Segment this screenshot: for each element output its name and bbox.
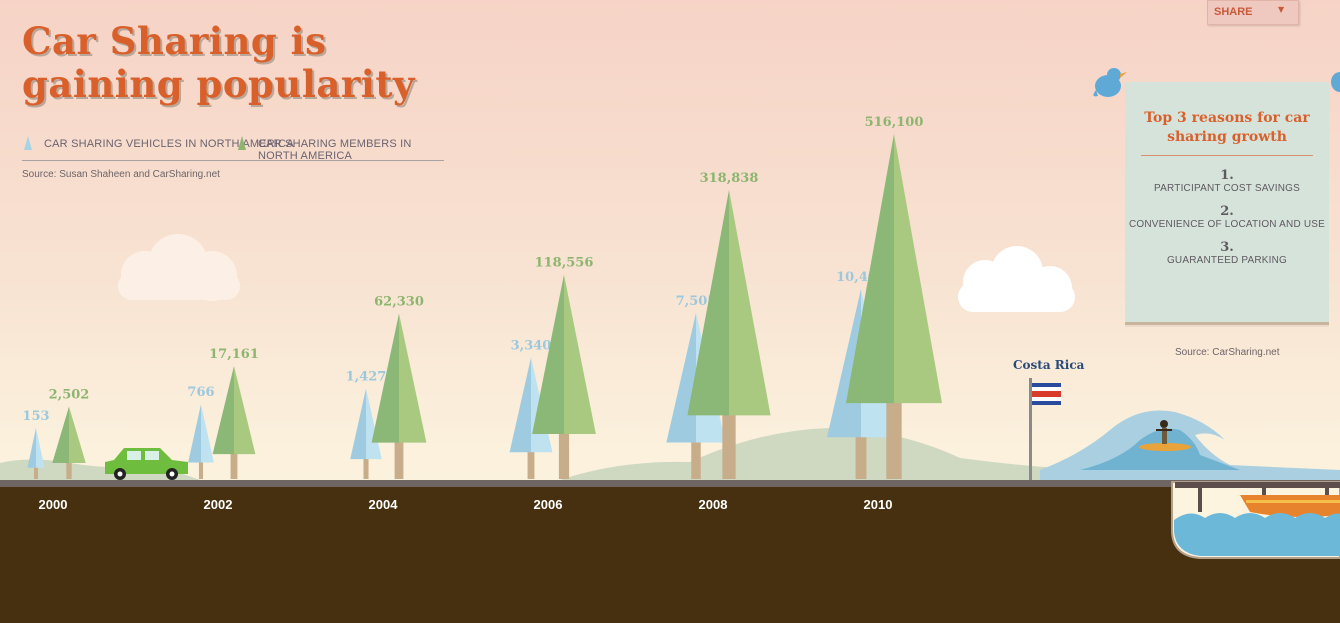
- cloud-icon: [958, 246, 1075, 312]
- vehicles-legend-swatch: [24, 136, 32, 150]
- value-label: 318,838: [700, 171, 759, 186]
- page-title: Car Sharing is gaining popularity: [22, 19, 416, 106]
- tree-trunk: [394, 440, 404, 479]
- chart-marks: 1537661,4273,3407,50510,4052,50217,16162…: [22, 115, 942, 512]
- source-right: Source: CarSharing.net: [1175, 347, 1280, 358]
- tree-mark-left: [509, 357, 531, 453]
- tree-mark-right: [234, 365, 256, 455]
- source-left: Source: Susan Shaheen and CarSharing.net: [22, 169, 220, 180]
- ground: [0, 487, 1340, 623]
- share-button[interactable]: SHARE ▼: [1207, 0, 1299, 25]
- reasons-panel: Top 3 reasons for car sharing growth 1. …: [1125, 82, 1329, 325]
- tree-trunk: [722, 413, 736, 479]
- surfer-icon: [1139, 420, 1191, 451]
- value-label: 17,161: [209, 347, 259, 362]
- share-label: SHARE: [1214, 6, 1253, 18]
- cloud-icon: [118, 234, 240, 301]
- tree-mark-left: [687, 189, 729, 416]
- tree-trunk: [886, 401, 902, 479]
- x-tick-label: 2004: [369, 497, 399, 512]
- tree-mark-right: [201, 404, 214, 463]
- bird-icon: [1331, 72, 1340, 92]
- tree-mark-left: [532, 274, 564, 435]
- road: [0, 480, 1340, 487]
- members-legend-swatch: [238, 136, 246, 150]
- chevron-down-icon: ▼: [1278, 5, 1285, 14]
- x-tick-label: 2006: [534, 497, 563, 512]
- reason-text: GUARANTEED PARKING: [1166, 255, 1288, 266]
- value-label: 516,100: [865, 115, 924, 130]
- tree-mark-right: [36, 427, 45, 468]
- value-label: 2,502: [49, 387, 90, 402]
- flag-label: Costa Rica: [1013, 358, 1085, 372]
- tree-mark-right: [366, 388, 382, 460]
- tree-trunk: [691, 440, 701, 479]
- tree-mark-left: [371, 313, 399, 443]
- reason-number: 2.: [1220, 204, 1234, 219]
- members-legend-label: CAR SHARING MEMBERS IN NORTH AMERICA: [258, 138, 412, 162]
- tree-trunk: [363, 457, 369, 479]
- tree-mark-right: [564, 274, 596, 435]
- tree-mark-left: [52, 406, 69, 464]
- car-icon: [105, 448, 188, 480]
- tree-trunk: [66, 461, 72, 479]
- boat-icon: [1171, 481, 1340, 559]
- vehicles-legend-label: CAR SHARING VEHICLES IN NORTH AMERICA: [44, 138, 294, 150]
- reason-text: CONVENIENCE OF LOCATION AND USE: [1128, 219, 1326, 230]
- tree-trunk: [34, 465, 38, 479]
- tree-mark-left: [846, 134, 894, 404]
- panel-title: Top 3 reasons for car sharing growth: [1141, 109, 1313, 156]
- x-tick-label: 2002: [204, 497, 233, 512]
- value-label: 62,330: [374, 294, 424, 309]
- tree-trunk: [230, 452, 238, 479]
- tree-mark-left: [27, 427, 36, 468]
- chart-legend: CAR SHARING VEHICLES IN NORTH AMERICA CA…: [22, 134, 444, 162]
- value-label: 3,340: [511, 338, 552, 353]
- reason-number: 3.: [1220, 240, 1234, 255]
- flag-icon: [1029, 378, 1061, 480]
- value-label: 766: [187, 385, 214, 400]
- tree-trunk: [855, 435, 867, 479]
- x-tick-label: 2000: [39, 497, 68, 512]
- value-label: 153: [22, 409, 49, 424]
- tree-trunk: [558, 432, 570, 479]
- value-label: 118,556: [535, 256, 594, 271]
- reason-text: PARTICIPANT COST SAVINGS: [1154, 183, 1300, 194]
- tree-mark-left: [666, 312, 696, 443]
- value-label: 1,427: [346, 369, 387, 384]
- tree-mark-left: [212, 365, 234, 455]
- x-tick-label: 2008: [699, 497, 728, 512]
- tree-mark-right: [399, 313, 427, 443]
- tree-mark-right: [729, 189, 771, 416]
- tree-mark-left: [350, 388, 366, 460]
- reason-number: 1.: [1220, 168, 1234, 183]
- tree-mark-right: [894, 134, 942, 404]
- tree-trunk: [198, 460, 204, 479]
- bird-icon: [1093, 68, 1127, 97]
- x-tick-label: 2010: [864, 497, 893, 512]
- tree-mark-right: [69, 406, 86, 464]
- tree-trunk: [527, 450, 535, 479]
- tree-mark-left: [188, 404, 201, 463]
- wave-icon: [1040, 410, 1340, 480]
- value-label: 7,505: [676, 294, 717, 309]
